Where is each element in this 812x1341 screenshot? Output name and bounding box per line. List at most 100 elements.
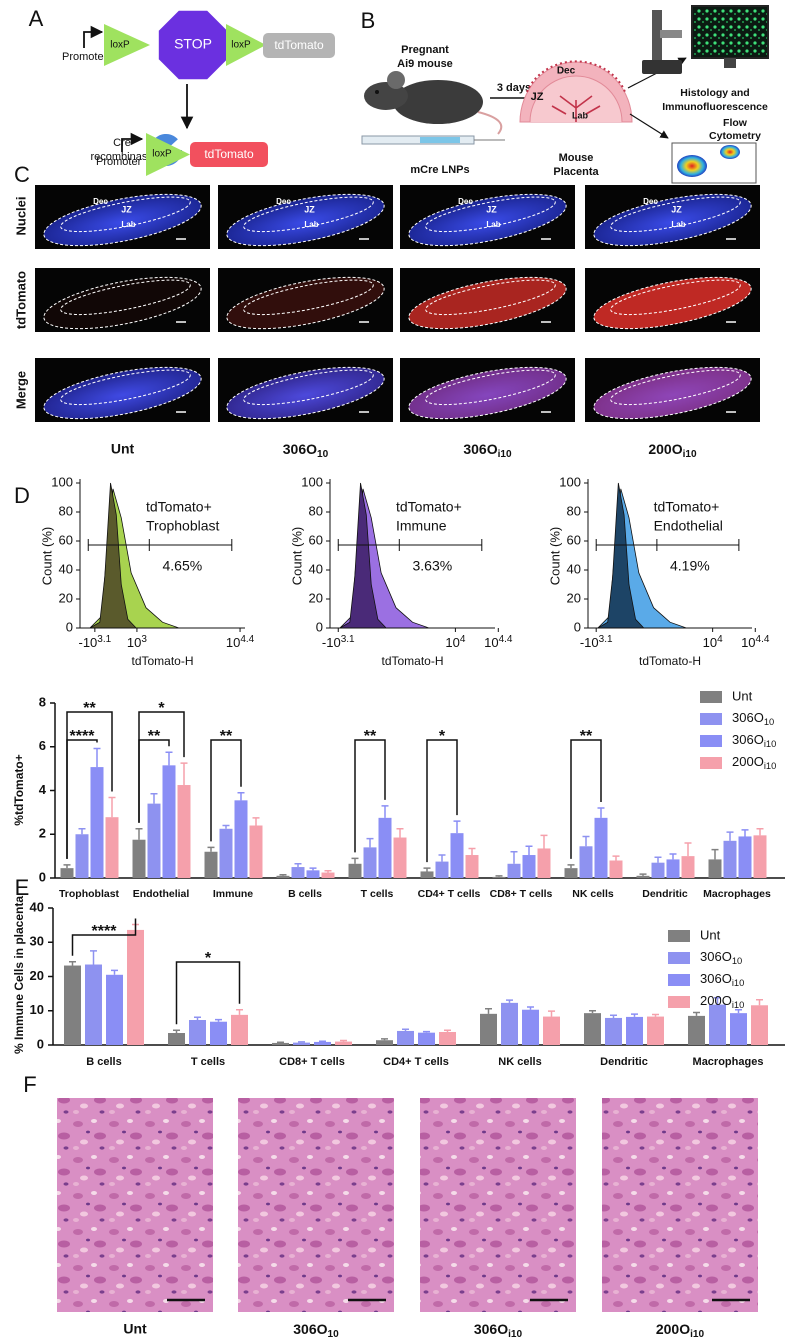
placenta-jz [529, 75, 623, 123]
treatment-label: mCre LNPs [410, 164, 469, 176]
bar [708, 859, 722, 878]
row-label: Merge [13, 371, 28, 409]
bar [439, 1031, 456, 1045]
tdtomato-stain [226, 367, 385, 419]
column-label: 306O10 [293, 1321, 339, 1340]
tick-base: 10 [127, 635, 141, 650]
text-part: 306O [293, 1321, 327, 1337]
error-bar [654, 856, 662, 863]
y-tick-label: 0 [66, 619, 73, 634]
tick-exponent: 4.4 [499, 634, 513, 645]
significance-label: **** [70, 728, 96, 745]
x-tick-label: NK cells [572, 888, 614, 900]
y-tick-label: 0 [574, 619, 581, 634]
error-bar [340, 1039, 347, 1042]
region-outline [60, 369, 191, 406]
error-bar [222, 824, 230, 829]
reporter-gene [263, 33, 335, 58]
y-axis-label: % Immune Cells in placenta [12, 896, 26, 1054]
bar [465, 855, 479, 878]
error-bar [726, 831, 734, 841]
y-tick-label: 80 [59, 503, 73, 518]
error-bar [735, 1008, 742, 1014]
x-tick-label: -103.1 [580, 634, 613, 651]
promoter-label: Promoter [96, 156, 142, 168]
tick-exponent: 4.4 [240, 634, 254, 645]
significance-label: ** [83, 700, 96, 717]
bar [293, 1042, 310, 1045]
histology-image [420, 1098, 576, 1312]
significance-label: * [205, 950, 212, 967]
region-label: Lab [572, 110, 589, 120]
bar [90, 767, 104, 878]
histogram-curve [88, 482, 138, 629]
bar [204, 851, 218, 878]
text-part: 306O [474, 1321, 508, 1337]
region-outline [425, 196, 556, 233]
tick-base: -10 [322, 635, 341, 650]
monitor [691, 5, 769, 59]
promoter-arrow [83, 25, 104, 48]
error-bar [495, 875, 503, 877]
legend-swatch [700, 691, 722, 703]
error-bar [207, 846, 215, 852]
error-bar [423, 867, 431, 872]
x-tick-label: CD4+ T cells [383, 1056, 449, 1068]
tick-base: 10 [703, 635, 717, 650]
significance-bracket [71, 918, 137, 956]
error-bar [548, 1010, 555, 1017]
bar [276, 875, 290, 878]
error-bar [78, 828, 86, 835]
nuclei-stain [408, 367, 567, 419]
error-bar [610, 1014, 617, 1018]
legend-swatch [700, 735, 722, 747]
error-bar [69, 961, 76, 966]
bar [751, 1005, 768, 1045]
region-outline [226, 366, 385, 420]
y-tick-label: 20 [567, 590, 581, 605]
bar [75, 834, 89, 878]
tick-exponent: 3.1 [97, 634, 111, 645]
bar [709, 1004, 726, 1045]
bar [647, 1016, 664, 1045]
y-tick-label: 2 [39, 826, 46, 841]
significance-label: * [158, 700, 165, 717]
panel-label: A [29, 6, 44, 31]
histogram-curve [596, 482, 645, 629]
method-label: Histology and [680, 87, 749, 99]
region-outline [243, 369, 374, 406]
bar [651, 862, 665, 878]
error-bar [396, 828, 404, 838]
text-part: i10 [764, 739, 776, 749]
promoter-arrow [121, 132, 144, 152]
bar [605, 1017, 622, 1045]
nuclei-stain [43, 194, 202, 246]
region-label: Lab [304, 220, 318, 229]
x-tick-label: CD8+ T cells [279, 1056, 345, 1068]
bar [492, 876, 506, 878]
tdtomato-stain [408, 277, 567, 329]
error-bar [402, 1028, 409, 1031]
tick-base: 10 [484, 635, 498, 650]
bar [543, 1016, 560, 1045]
nuclei-stain [593, 194, 752, 246]
bar [106, 974, 123, 1045]
error-bar [277, 1041, 284, 1044]
text-part: 306O [700, 971, 732, 986]
histology-image [602, 1098, 758, 1312]
nuclei-stain [226, 194, 385, 246]
region-label: Lab [121, 220, 135, 229]
significance-label: ** [148, 728, 161, 745]
panel-label: B [361, 8, 376, 33]
placenta-vessels [526, 60, 626, 93]
gate-percent: 3.63% [413, 558, 453, 574]
region-label: Dec [458, 197, 473, 206]
bar [231, 1014, 248, 1045]
stop-label: STOP [174, 36, 212, 52]
x-tick-label: B cells [288, 888, 322, 900]
nuclei-stain [408, 194, 567, 246]
error-bar [485, 1007, 492, 1014]
y-tick-label: 0 [39, 869, 46, 884]
x-tick-label: 104 [445, 634, 465, 651]
